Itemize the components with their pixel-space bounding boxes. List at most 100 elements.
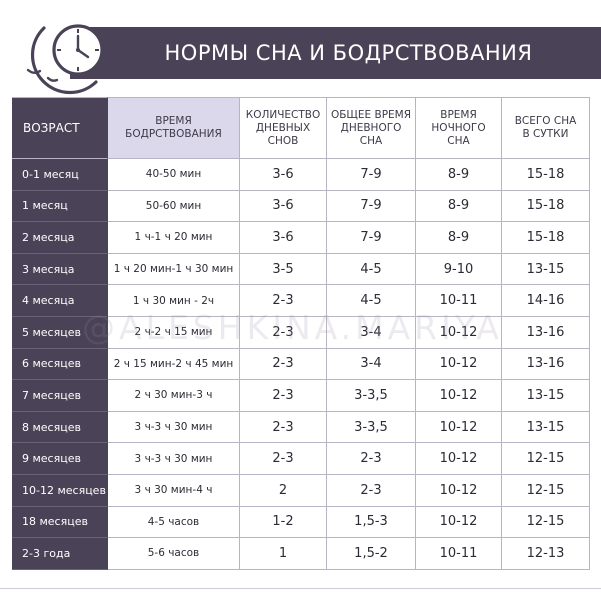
nap-count-cell: 2-3 — [240, 411, 327, 444]
header-line: ДНЕВНЫХ — [255, 121, 311, 134]
total-sleep-cell: 15-18 — [502, 190, 590, 223]
day-sleep-cell: 1,5-2 — [327, 538, 416, 570]
table-header-row: ВОЗРАСТ ВРЕМЯ БОДРСТВОВАНИЯ КОЛИЧЕСТВО Д… — [12, 97, 590, 159]
age-cell: 7 месяцев — [12, 380, 108, 412]
day-sleep-cell: 7-9 — [327, 159, 416, 191]
title-banner: НОРМЫ СНА И БОДРСТВОВАНИЯ — [70, 27, 601, 79]
day-sleep-cell: 2-3 — [327, 474, 416, 507]
total-sleep-cell: 13-16 — [502, 316, 590, 349]
wake-time-cell: 1 ч 20 мин-1 ч 30 мин — [108, 253, 240, 286]
column-header-day-sleep: ОБЩЕЕ ВРЕМЯ ДНЕВНОГО СНА — [327, 97, 416, 159]
wake-time-cell: 1 ч-1 ч 20 мин — [108, 222, 240, 254]
header-line: ДНЕВНОГО — [340, 121, 402, 134]
page-title: НОРМЫ СНА И БОДРСТВОВАНИЯ — [164, 41, 533, 65]
table-row: 2 месяца 1 ч-1 ч 20 мин 3-6 7-9 8-9 15-18 — [12, 222, 590, 254]
age-cell: 4 месяца — [12, 285, 108, 317]
wake-time-cell: 2 ч-2 ч 15 мин — [108, 316, 240, 349]
total-sleep-cell: 14-16 — [502, 285, 590, 317]
table-row: 18 месяцев 4-5 часов 1-2 1,5-3 10-12 12-15 — [12, 506, 590, 539]
table-row: 1 месяц 50-60 мин 3-6 7-9 8-9 15-18 — [12, 190, 590, 223]
header-line: СНА — [359, 134, 383, 147]
wake-time-cell: 1 ч 30 мин - 2ч — [108, 285, 240, 317]
day-sleep-cell: 7-9 — [327, 190, 416, 223]
wake-time-cell: 3 ч 30 мин-4 ч — [108, 474, 240, 507]
day-sleep-cell: 3-3,5 — [327, 411, 416, 444]
header-line: В СУТКИ — [522, 128, 569, 140]
total-sleep-cell: 13-15 — [502, 380, 590, 412]
total-sleep-cell: 15-18 — [502, 222, 590, 254]
nap-count-cell: 3-6 — [240, 222, 327, 254]
column-header-nap-count: КОЛИЧЕСТВО ДНЕВНЫХ СНОВ — [240, 97, 327, 159]
day-sleep-cell: 2-3 — [327, 443, 416, 475]
age-cell: 2-3 года — [12, 538, 108, 570]
table-row: 0-1 месяц 40-50 мин 3-6 7-9 8-9 15-18 — [12, 159, 590, 191]
wake-time-cell: 2 ч 30 мин-3 ч — [108, 380, 240, 412]
table-row: 6 месяцев 2 ч 15 мин-2 ч 45 мин 2-3 3-4 10-1… — [12, 348, 590, 381]
total-sleep-cell: 12-15 — [502, 474, 590, 507]
total-sleep-cell: 12-15 — [502, 506, 590, 539]
night-sleep-cell: 8-9 — [416, 222, 502, 254]
header-line: ВРЕМЯ — [155, 115, 192, 127]
age-cell: 3 месяца — [12, 253, 108, 286]
nap-count-cell: 3-6 — [240, 190, 327, 223]
night-sleep-cell: 10-12 — [416, 443, 502, 475]
night-sleep-cell: 10-12 — [416, 411, 502, 444]
wake-time-cell: 4-5 часов — [108, 506, 240, 539]
age-cell: 10-12 месяцев — [12, 474, 108, 507]
header-line: КОЛИЧЕСТВО — [245, 108, 321, 121]
table-row: 4 месяца 1 ч 30 мин - 2ч 2-3 4-5 10-11 14-16 — [12, 285, 590, 317]
nap-count-cell: 2 — [240, 474, 327, 507]
table-row: 8 месяцев 3 ч-3 ч 30 мин 2-3 3-3,5 10-12 13-1… — [12, 411, 590, 444]
table-row: 9 месяцев 3 ч-3 ч 30 мин 2-3 2-3 10-12 12-15 — [12, 443, 590, 475]
nap-count-cell: 2-3 — [240, 285, 327, 317]
header-line: ВРЕМЯ — [440, 108, 477, 121]
wake-time-cell: 3 ч-3 ч 30 мин — [108, 411, 240, 444]
night-sleep-cell: 10-12 — [416, 348, 502, 381]
bottom-divider — [0, 588, 601, 589]
night-sleep-cell: 8-9 — [416, 159, 502, 191]
nap-count-cell: 1-2 — [240, 506, 327, 539]
nap-count-cell: 1 — [240, 538, 327, 570]
nap-count-cell: 3-6 — [240, 159, 327, 191]
table-row: 2-3 года 5-6 часов 1 1,5-2 10-11 12-13 — [12, 538, 590, 570]
night-sleep-cell: 10-12 — [416, 506, 502, 539]
nap-count-cell: 2-3 — [240, 380, 327, 412]
age-cell: 6 месяцев — [12, 348, 108, 381]
night-sleep-cell: 9-10 — [416, 253, 502, 286]
total-sleep-cell: 13-15 — [502, 253, 590, 286]
age-cell: 2 месяца — [12, 222, 108, 254]
column-header-age: ВОЗРАСТ — [12, 97, 108, 159]
day-sleep-cell: 7-9 — [327, 222, 416, 254]
column-header-total-sleep: ВСЕГО СНА В СУТКИ — [502, 97, 590, 159]
sleep-norms-table: ВОЗРАСТ ВРЕМЯ БОДРСТВОВАНИЯ КОЛИЧЕСТВО Д… — [12, 97, 590, 570]
wake-time-cell: 40-50 мин — [108, 159, 240, 191]
age-cell: 1 месяц — [12, 190, 108, 223]
total-sleep-cell: 15-18 — [502, 159, 590, 191]
header-line: ВСЕГО СНА — [514, 115, 577, 127]
day-sleep-cell: 4-5 — [327, 253, 416, 286]
day-sleep-cell: 3-4 — [327, 316, 416, 349]
nap-count-cell: 2-3 — [240, 316, 327, 349]
table-row: 3 месяца 1 ч 20 мин-1 ч 30 мин 3-5 4-5 9-10 1… — [12, 253, 590, 286]
header-line: НОЧНОГО — [431, 121, 486, 134]
night-sleep-cell: 10-11 — [416, 285, 502, 317]
night-sleep-cell: 8-9 — [416, 190, 502, 223]
nap-count-cell: 2-3 — [240, 348, 327, 381]
age-cell: 0-1 месяц — [12, 159, 108, 191]
total-sleep-cell: 12-13 — [502, 538, 590, 570]
age-cell: 9 месяцев — [12, 443, 108, 475]
table-row: 10-12 месяцев 3 ч 30 мин-4 ч 2 2-3 10-12 12-1… — [12, 474, 590, 507]
night-sleep-cell: 10-12 — [416, 380, 502, 412]
total-sleep-cell: 13-15 — [502, 411, 590, 444]
nap-count-cell: 2-3 — [240, 443, 327, 475]
wake-time-cell: 2 ч 15 мин-2 ч 45 мин — [108, 348, 240, 381]
day-sleep-cell: 4-5 — [327, 285, 416, 317]
header-line: БОДРСТВОВАНИЯ — [125, 128, 222, 140]
nap-count-cell: 3-5 — [240, 253, 327, 286]
table-row: 7 месяцев 2 ч 30 мин-3 ч 2-3 3-3,5 10-12 13-1… — [12, 380, 590, 412]
day-sleep-cell: 3-3,5 — [327, 380, 416, 412]
column-header-night-sleep: ВРЕМЯ НОЧНОГО СНА — [416, 97, 502, 159]
column-header-wake-time: ВРЕМЯ БОДРСТВОВАНИЯ — [108, 97, 240, 159]
table-row: 5 месяцев 2 ч-2 ч 15 мин 2-3 3-4 10-12 13-16 — [12, 316, 590, 349]
moon-with-clock-icon — [8, 12, 118, 112]
